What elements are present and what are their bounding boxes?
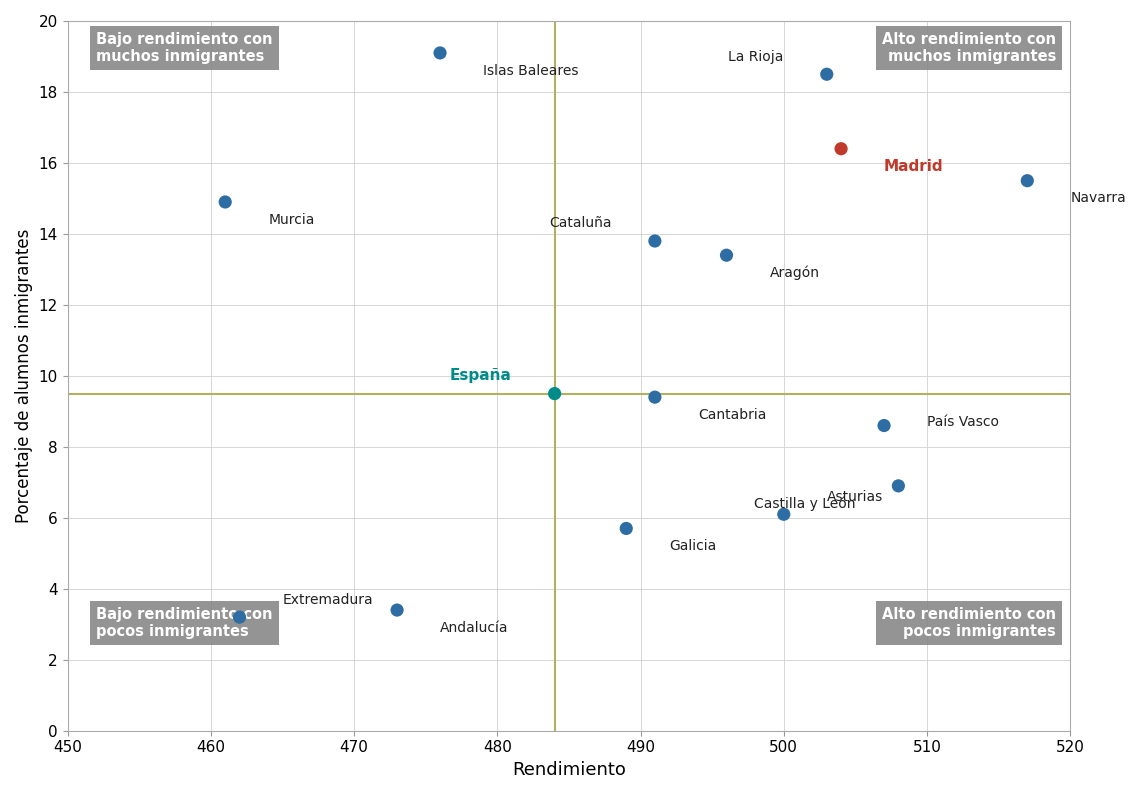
Text: Andalucía: Andalucía (440, 621, 509, 634)
Point (889, 480, 907, 492)
Y-axis label: Porcentaje de alumnos inmigrantes: Porcentaje de alumnos inmigrantes (15, 229, 33, 523)
Point (216, 195, 234, 208)
Text: Castilla y León: Castilla y León (754, 496, 856, 511)
Point (388, 603, 406, 616)
Point (431, 47, 450, 60)
Text: Galicia: Galicia (670, 539, 717, 553)
Text: Bajo rendimiento con
pocos inmigrantes: Bajo rendimiento con pocos inmigrantes (96, 607, 273, 639)
Text: Alto rendimiento con
pocos inmigrantes: Alto rendimiento con pocos inmigrantes (882, 607, 1055, 639)
Point (718, 249, 736, 261)
Point (646, 235, 664, 248)
X-axis label: Rendimiento: Rendimiento (512, 761, 626, 779)
Point (617, 522, 636, 535)
Point (875, 419, 893, 432)
Point (230, 611, 249, 623)
Point (646, 391, 664, 403)
Text: La Rioja: La Rioja (728, 49, 784, 64)
Text: Aragón: Aragón (769, 266, 819, 280)
Text: Cantabria: Cantabria (698, 408, 767, 422)
Text: Cataluña: Cataluña (550, 217, 612, 230)
Text: Murcia: Murcia (268, 213, 315, 226)
Text: Extremadura: Extremadura (283, 592, 373, 607)
Point (545, 387, 564, 400)
Text: Alto rendimiento con
muchos inmigrantes: Alto rendimiento con muchos inmigrantes (882, 32, 1055, 64)
Point (1018, 175, 1036, 187)
Text: España: España (450, 368, 511, 383)
Point (818, 67, 836, 80)
Text: Bajo rendimiento con
muchos inmigrantes: Bajo rendimiento con muchos inmigrantes (96, 32, 273, 64)
Text: Madrid: Madrid (884, 160, 944, 175)
Text: País Vasco: País Vasco (926, 415, 1000, 429)
Point (832, 142, 850, 155)
Text: Navarra: Navarra (1070, 191, 1126, 206)
Text: Asturias: Asturias (827, 490, 883, 503)
Text: Islas Baleares: Islas Baleares (483, 64, 578, 78)
Point (775, 508, 793, 521)
